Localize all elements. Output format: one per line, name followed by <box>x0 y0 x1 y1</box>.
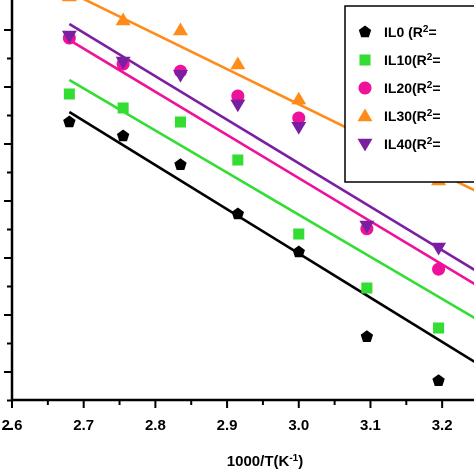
x-tick-label-6: 3.2 <box>432 417 453 434</box>
legend-label-il20: IL20(R2= <box>384 80 441 97</box>
fit-line-il10 <box>68 78 474 320</box>
point-il10-3 <box>232 154 244 166</box>
x-tick-label-4: 3.0 <box>288 417 309 434</box>
point-il0-6 <box>432 374 445 387</box>
point-il40-1 <box>115 56 131 70</box>
point-il40-0 <box>61 30 77 44</box>
legend-marker-il20 <box>358 81 372 95</box>
x-axis-title-sup: -1 <box>289 453 298 464</box>
x-tick-label-1: 2.7 <box>73 417 94 434</box>
legend-label-il30: IL30(R2= <box>384 108 441 125</box>
x-axis-title-end: ) <box>298 453 303 470</box>
fit-line-il20 <box>68 38 474 286</box>
legend: IL0 (R2= IL10(R2= IL20(R2= IL30(R2= IL40(R2= <box>344 5 474 183</box>
point-il0-1 <box>116 129 130 142</box>
point-il30-0 <box>61 0 77 2</box>
point-il30-3 <box>230 56 246 70</box>
point-il0-4 <box>292 245 305 258</box>
legend-marker-il30 <box>357 108 373 122</box>
legend-marker-il10 <box>359 54 371 66</box>
point-il0-0 <box>63 115 76 128</box>
point-il40-4 <box>291 122 307 135</box>
point-il40-6 <box>431 242 447 256</box>
legend-label-il0: IL0 (R2= <box>384 24 437 41</box>
x-tick-label-2: 2.8 <box>145 417 166 434</box>
x-tick-label-3: 2.9 <box>217 417 238 434</box>
x-axis-title-main: 1000/T(K <box>227 453 290 470</box>
point-il0-5 <box>360 330 374 343</box>
x-tick-label-0: 2.6 <box>2 417 23 434</box>
point-il10-6 <box>433 322 445 334</box>
point-il40-2 <box>173 70 188 83</box>
fit-line-il0 <box>68 110 474 364</box>
point-il10-5 <box>361 282 373 294</box>
point-il20-6 <box>432 262 446 276</box>
point-il10-0 <box>63 88 75 100</box>
point-il30-4 <box>291 91 307 105</box>
point-il20-4 <box>292 111 306 125</box>
legend-label-il40: IL40(R2= <box>384 136 441 153</box>
point-il10-1 <box>117 102 129 114</box>
point-il0-3 <box>231 207 245 220</box>
point-il40-3 <box>230 99 246 113</box>
axes: 2.6 2.7 2.8 2.9 3.0 3.1 3.2 <box>2 0 474 434</box>
point-il20-3 <box>231 89 245 103</box>
point-il10-4 <box>293 228 305 240</box>
legend-marker-il0 <box>358 25 372 38</box>
fit-line-il40 <box>68 22 474 272</box>
point-il30-2 <box>173 22 188 36</box>
legend-label-il10: IL10(R2= <box>384 52 441 69</box>
point-il0-2 <box>174 158 187 171</box>
legend-marker-il40 <box>357 138 373 152</box>
point-il40-5 <box>359 220 375 234</box>
x-axis-title: 1000/T(K-1) <box>227 453 303 471</box>
point-il10-2 <box>174 116 187 128</box>
point-il30-1 <box>115 12 131 26</box>
x-tick-label-5: 3.1 <box>360 417 381 434</box>
